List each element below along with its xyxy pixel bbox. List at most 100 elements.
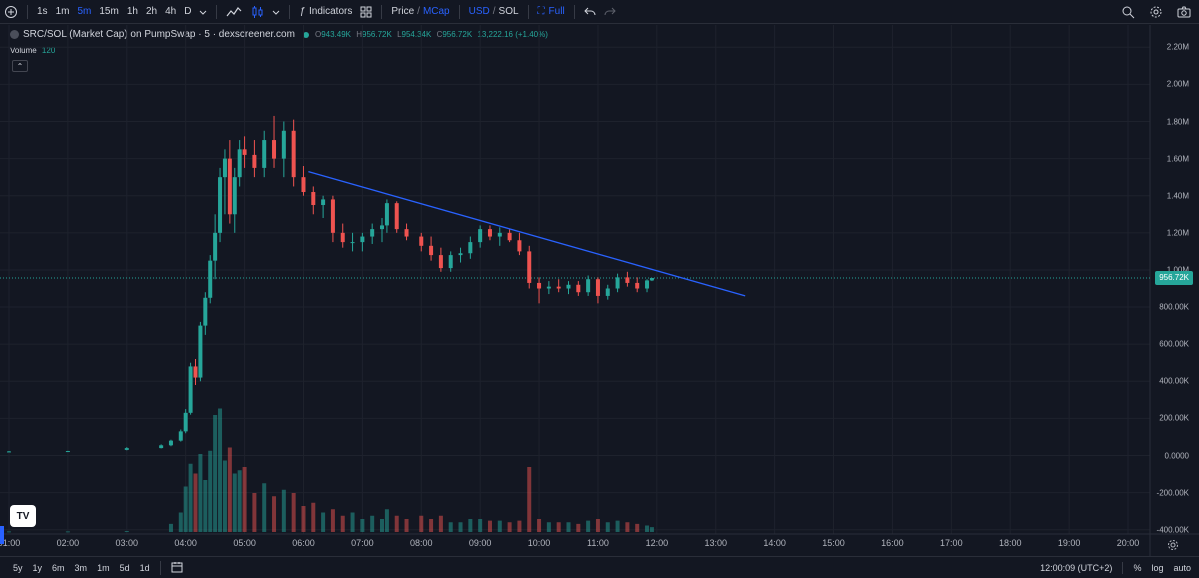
candle (605, 284, 610, 300)
token-logo (10, 30, 19, 39)
price-axis-label: 200.00K (1159, 413, 1189, 423)
chevron-down-icon[interactable] (268, 0, 284, 24)
toolbar-divider (573, 4, 575, 19)
candle-body (227, 158, 232, 215)
candle (635, 277, 640, 293)
settings-axis-icon[interactable] (1167, 538, 1179, 556)
candle (384, 199, 389, 233)
candle-body (159, 445, 164, 449)
time-axis-label: 02:00 (56, 538, 80, 548)
timeframe-1s[interactable]: 1s (37, 6, 48, 17)
volume-bar (227, 447, 232, 532)
volume-bar (438, 515, 443, 532)
volume-bar (237, 470, 242, 532)
range-5y[interactable]: 5y (13, 562, 23, 573)
percent-toggle[interactable]: % (1133, 563, 1142, 573)
log-toggle[interactable]: log (1151, 563, 1164, 573)
change-value: 13,222.16 (+1.40%) (477, 30, 548, 39)
clock[interactable]: 12:00:09 (UTC+2) (1040, 563, 1113, 573)
candle-body (193, 366, 198, 378)
timeframe-4h[interactable]: 4h (165, 6, 177, 17)
auto-toggle[interactable]: auto (1173, 563, 1191, 573)
ohlc-values: O943.49K H956.72K L954.34K C956.72K 13,2… (315, 30, 551, 39)
indicators-button[interactable]: ƒ Indicators (295, 0, 356, 24)
toolbar-divider (27, 4, 28, 19)
volume-bar (178, 512, 183, 532)
candle (321, 195, 326, 218)
time-axis-label: 13:00 (704, 538, 727, 548)
volume-bar (448, 522, 453, 532)
fullscreen-icon: ⛶ (537, 6, 545, 17)
volume-bar (507, 522, 512, 532)
range-5d[interactable]: 5d (119, 562, 130, 573)
volume-bar (301, 506, 306, 532)
candle-body (404, 229, 409, 237)
crosshair-plus-icon[interactable] (0, 0, 22, 24)
layout-grid-icon[interactable] (356, 0, 376, 24)
search-icon[interactable] (1117, 0, 1139, 24)
candle-body (213, 232, 218, 261)
candle (291, 119, 296, 187)
settings-gear-icon[interactable] (1145, 0, 1167, 24)
volume-bar (380, 519, 384, 532)
candle-body (208, 260, 213, 298)
candle-body (262, 140, 267, 168)
volume-bar (65, 531, 70, 533)
volume-bar (546, 522, 551, 532)
price-mcap-toggle[interactable]: Price / MCap (387, 0, 453, 24)
candle-body (419, 236, 424, 246)
price-axis-label: 2.20M (1166, 42, 1189, 52)
volume-bar (203, 480, 208, 532)
candle-body (556, 286, 561, 289)
collapse-legend-button[interactable]: ⌃ (12, 60, 28, 72)
volume-label: Volume (10, 46, 37, 55)
timeframe-15m[interactable]: 15m (99, 6, 119, 17)
currency-toggle[interactable]: USD / SOL (465, 0, 523, 24)
volume-bar (645, 525, 650, 532)
candle (242, 136, 247, 168)
redo-icon[interactable] (600, 0, 620, 24)
volume-bar (649, 527, 654, 532)
candle-body (188, 366, 193, 413)
range-1m[interactable]: 1m (97, 562, 110, 573)
volume-bar (394, 515, 399, 532)
candle-body (232, 177, 237, 215)
timeframe-5m[interactable]: 5m (77, 6, 92, 17)
range-6m[interactable]: 6m (52, 562, 65, 573)
range-3m[interactable]: 3m (74, 562, 88, 573)
timeframe-1h[interactable]: 1h (126, 6, 138, 17)
candle (237, 140, 242, 187)
time-axis-label: 12:00 (645, 538, 669, 548)
scroll-handle[interactable] (0, 526, 4, 544)
candle-body (183, 412, 188, 432)
volume-bar (281, 489, 286, 532)
candle-body (635, 282, 640, 289)
candle (208, 255, 213, 304)
candle-body (168, 440, 173, 446)
candle-body (198, 325, 203, 378)
price-axis-label: -200.00K (1156, 488, 1189, 498)
line-chart-icon[interactable] (222, 0, 246, 24)
timeframe-D[interactable]: D (184, 6, 192, 17)
range-1y[interactable]: 1y (32, 562, 43, 573)
undo-icon[interactable] (580, 0, 600, 24)
candle (218, 167, 223, 243)
volume-bar (576, 523, 581, 532)
candle (370, 223, 375, 244)
chevron-down-icon[interactable] (195, 0, 211, 24)
date-range-icon[interactable] (166, 561, 188, 575)
candle (394, 201, 399, 233)
camera-snapshot-icon[interactable] (1173, 0, 1195, 24)
full-button[interactable]: ⛶ Full (534, 0, 569, 24)
candle-body (7, 451, 11, 453)
volume-bar (556, 522, 561, 532)
candles-icon[interactable] (246, 0, 268, 24)
timeframe-1m[interactable]: 1m (55, 6, 70, 17)
time-axis-label: 01:00 (0, 538, 21, 548)
time-axis-label: 11:00 (587, 538, 609, 548)
timeframe-2h[interactable]: 2h (145, 6, 158, 17)
tradingview-logo[interactable]: TV (10, 505, 36, 527)
range-1d[interactable]: 1d (139, 562, 150, 573)
time-axis[interactable]: 01:00 02:00 03:00 04:00 05:00 06:00 07:00 08:00… (0, 536, 1150, 550)
